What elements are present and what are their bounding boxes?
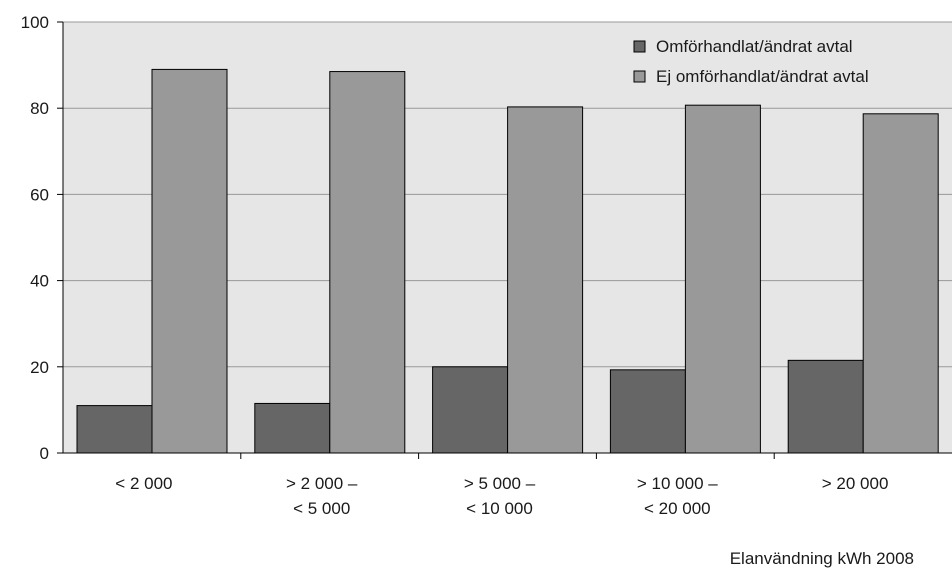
bar-not-renegotiated xyxy=(507,106,584,454)
x-tick-label: > 20 000 xyxy=(822,474,889,493)
x-tick-label: > 5 000 – xyxy=(464,474,536,493)
bar-renegotiated xyxy=(609,369,686,454)
y-tick-label: 40 xyxy=(30,272,49,291)
bar-not-renegotiated xyxy=(329,71,406,454)
bar-not-renegotiated xyxy=(862,113,939,454)
bar-renegotiated xyxy=(787,359,864,454)
legend-label: Omförhandlat/ändrat avtal xyxy=(656,37,853,56)
legend-swatch xyxy=(633,40,646,53)
legend: Omförhandlat/ändrat avtal Ej omförhandlat… xyxy=(633,37,869,86)
y-tick-label: 20 xyxy=(30,358,49,377)
x-ticks: < 2 000 > 2 000 – < 5 000 > 5 000 – < 10 000… xyxy=(115,453,888,518)
bar-not-renegotiated xyxy=(684,104,761,454)
y-tick-label: 100 xyxy=(21,13,49,32)
y-tick-label: 80 xyxy=(30,99,49,118)
x-axis-title: Elanvändning kWh 2008 xyxy=(730,549,914,568)
y-ticks: 0 20 40 60 80 100 xyxy=(21,13,63,463)
x-tick-label: > 2 000 – xyxy=(286,474,358,493)
bar-renegotiated xyxy=(76,405,153,454)
bar-renegotiated xyxy=(254,402,331,454)
y-tick-label: 0 xyxy=(40,444,49,463)
x-tick-label: < 5 000 xyxy=(293,499,350,518)
x-tick-label: < 20 000 xyxy=(644,499,711,518)
y-tick-label: 60 xyxy=(30,185,49,204)
bar-not-renegotiated xyxy=(151,68,228,454)
x-tick-label: < 10 000 xyxy=(466,499,533,518)
x-tick-label: < 2 000 xyxy=(115,474,172,493)
bars xyxy=(76,68,939,454)
legend-label: Ej omförhandlat/ändrat avtal xyxy=(656,67,869,86)
bar-renegotiated xyxy=(432,366,509,454)
legend-swatch xyxy=(633,70,646,83)
x-tick-label: > 10 000 – xyxy=(637,474,718,493)
